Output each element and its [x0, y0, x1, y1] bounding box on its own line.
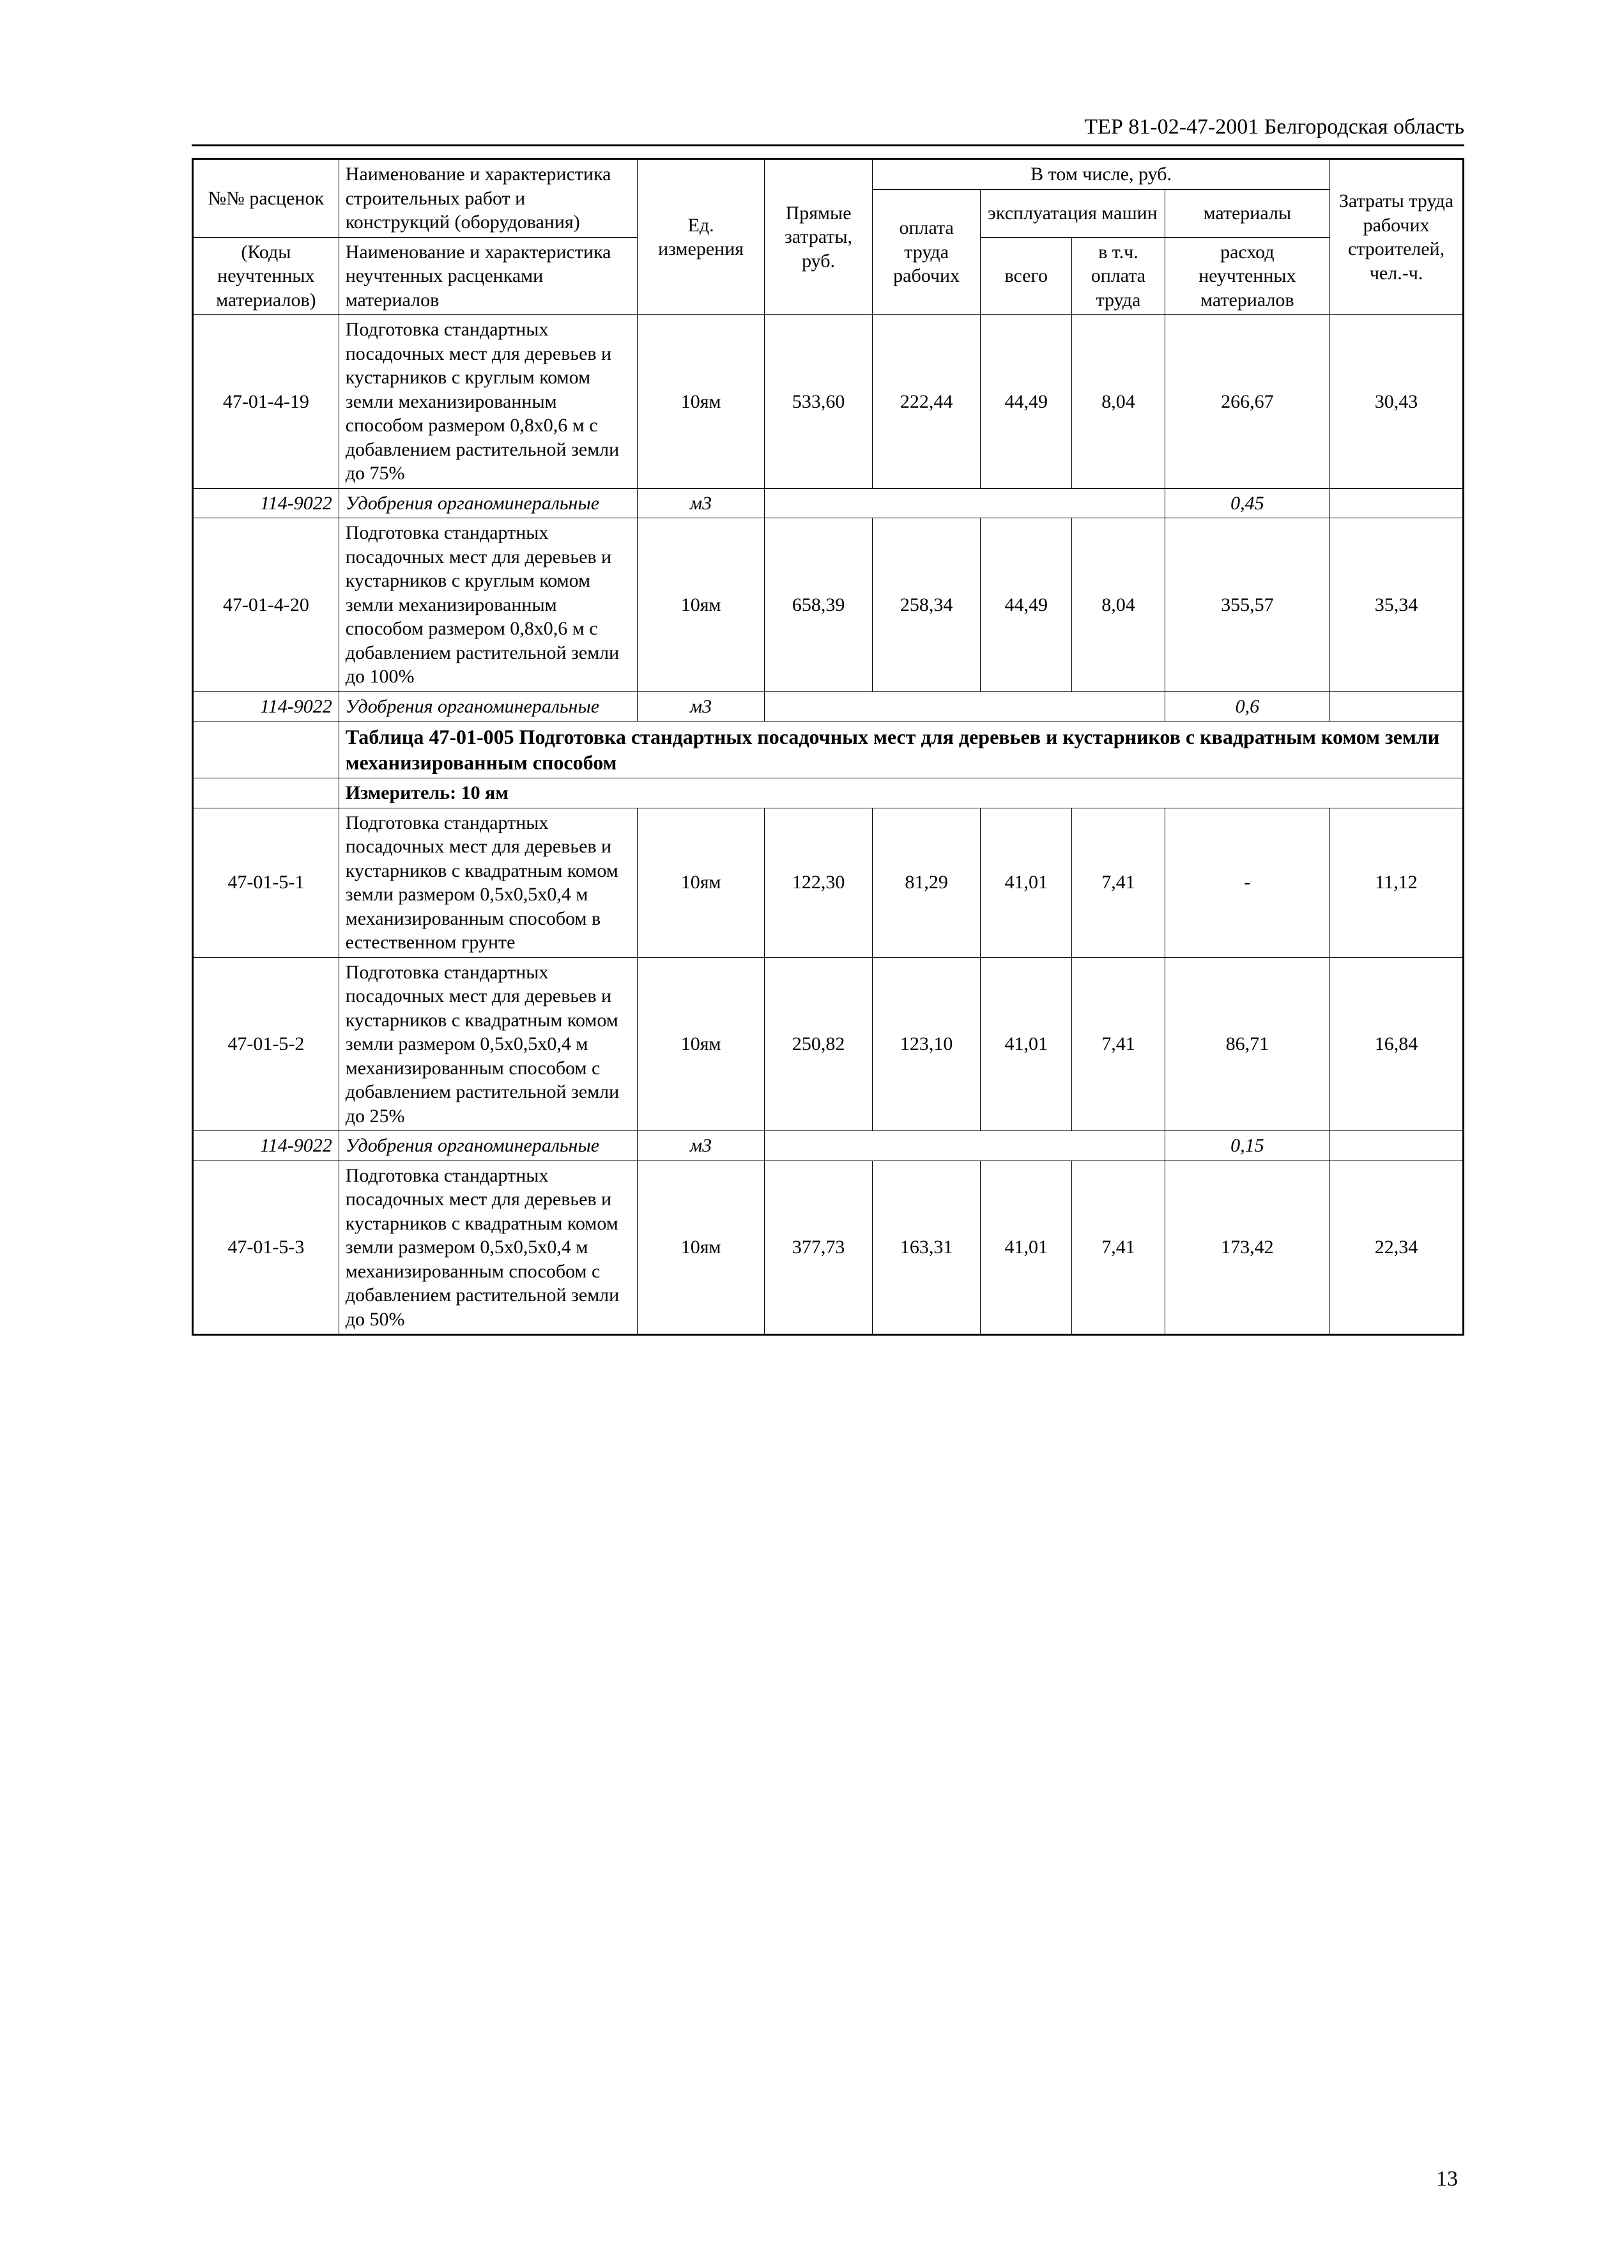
- row-lab: 16,84: [1330, 957, 1464, 1131]
- measure-row: Измеритель: 10 ям: [193, 778, 1464, 808]
- row-direct: 658,39: [765, 518, 873, 692]
- rates-table: №№ расценок Наименование и характеристик…: [192, 158, 1464, 1336]
- row-oplata: 163,31: [873, 1161, 981, 1335]
- row-mat: 355,57: [1165, 518, 1330, 692]
- row-mat: 86,71: [1165, 957, 1330, 1131]
- row-lab: 35,34: [1330, 518, 1464, 692]
- row-code: 47-01-4-20: [193, 518, 339, 692]
- row-name: Удобрения органоминеральные: [339, 1131, 637, 1161]
- row-name: Подготовка стандартных посадочных мест д…: [339, 315, 637, 489]
- row-mat: -: [1165, 808, 1330, 957]
- row-unit: м3: [638, 488, 765, 518]
- row-code: 114-9022: [193, 691, 339, 721]
- row-code: 47-01-5-3: [193, 1161, 339, 1335]
- row-lab: [1330, 1131, 1464, 1161]
- table-row: 114-9022Удобрения органоминеральныем3 0,4…: [193, 488, 1464, 518]
- row-code: 114-9022: [193, 488, 339, 518]
- table-row: 47-01-5-3Подготовка стандартных посадочн…: [193, 1161, 1464, 1335]
- row-vsego: 44,49: [981, 518, 1072, 692]
- row-merged: [765, 1131, 1165, 1161]
- row-name: Удобрения органоминеральные: [339, 691, 637, 721]
- row-unit: м3: [638, 691, 765, 721]
- col-including: В том числе, руб.: [873, 159, 1330, 190]
- col-vtch: в т.ч. оплата труда: [1072, 237, 1165, 315]
- row-vtch: 8,04: [1072, 518, 1165, 692]
- row-code: 47-01-5-1: [193, 808, 339, 957]
- table-row: 47-01-5-1Подготовка стандартных посадочн…: [193, 808, 1464, 957]
- row-code: 47-01-4-19: [193, 315, 339, 489]
- col-materials-sub: расход неучтенных материалов: [1165, 237, 1330, 315]
- row-oplata: 81,29: [873, 808, 981, 957]
- section-title: Таблица 47-01-005 Подготовка стандартных…: [339, 721, 1463, 778]
- row-unit: 10ям: [638, 315, 765, 489]
- col-vsego: всего: [981, 237, 1072, 315]
- row-lab: [1330, 691, 1464, 721]
- col-labor: Затраты труда рабочих строителей, чел.-ч…: [1330, 159, 1464, 315]
- col-code-sub: (Коды неучтенных материалов): [193, 237, 339, 315]
- row-mat: 266,67: [1165, 315, 1330, 489]
- row-lab: 30,43: [1330, 315, 1464, 489]
- table-row: 114-9022Удобрения органоминеральныем3 0,1…: [193, 1131, 1464, 1161]
- row-mat: 0,15: [1165, 1131, 1330, 1161]
- row-direct: 250,82: [765, 957, 873, 1131]
- row-direct: 533,60: [765, 315, 873, 489]
- table-row: 47-01-5-2Подготовка стандартных посадочн…: [193, 957, 1464, 1131]
- row-name: Подготовка стандартных посадочных мест д…: [339, 957, 637, 1131]
- col-expl: эксплуатация машин: [981, 189, 1165, 237]
- row-vsego: 41,01: [981, 1161, 1072, 1335]
- col-code: №№ расценок: [193, 159, 339, 238]
- row-unit: 10ям: [638, 957, 765, 1131]
- row-vtch: 7,41: [1072, 1161, 1165, 1335]
- row-vtch: 7,41: [1072, 957, 1165, 1131]
- col-name: Наименование и характеристика строительн…: [339, 159, 637, 238]
- measure-label: Измеритель: 10 ям: [339, 778, 1463, 808]
- page-number: 13: [1436, 2167, 1458, 2191]
- col-name-sub: Наименование и характеристика неучтенных…: [339, 237, 637, 315]
- row-unit: 10ям: [638, 518, 765, 692]
- row-mat: 0,6: [1165, 691, 1330, 721]
- row-oplata: 123,10: [873, 957, 981, 1131]
- col-unit: Ед. измерения: [638, 159, 765, 315]
- row-direct: 122,30: [765, 808, 873, 957]
- row-name: Подготовка стандартных посадочных мест д…: [339, 518, 637, 692]
- row-name: Удобрения органоминеральные: [339, 488, 637, 518]
- table-row: 114-9022Удобрения органоминеральныем3 0,6: [193, 691, 1464, 721]
- row-mat: 173,42: [1165, 1161, 1330, 1335]
- section-title-row: Таблица 47-01-005 Подготовка стандартных…: [193, 721, 1464, 778]
- row-unit: 10ям: [638, 1161, 765, 1335]
- row-vtch: 7,41: [1072, 808, 1165, 957]
- row-code: 47-01-5-2: [193, 957, 339, 1131]
- row-vsego: 41,01: [981, 957, 1072, 1131]
- row-oplata: 258,34: [873, 518, 981, 692]
- row-lab: 11,12: [1330, 808, 1464, 957]
- row-mat: 0,45: [1165, 488, 1330, 518]
- col-materials: материалы: [1165, 189, 1330, 237]
- table-row: 47-01-4-20Подготовка стандартных посадоч…: [193, 518, 1464, 692]
- header-row-1: №№ расценок Наименование и характеристик…: [193, 159, 1464, 190]
- row-vsego: 44,49: [981, 315, 1072, 489]
- document-header: ТЕР 81-02-47-2001 Белгородская область: [192, 115, 1464, 146]
- row-lab: 22,34: [1330, 1161, 1464, 1335]
- col-direct: Прямые затраты, руб.: [765, 159, 873, 315]
- row-name: Подготовка стандартных посадочных мест д…: [339, 808, 637, 957]
- row-unit: м3: [638, 1131, 765, 1161]
- row-vtch: 8,04: [1072, 315, 1165, 489]
- row-merged: [765, 488, 1165, 518]
- row-oplata: 222,44: [873, 315, 981, 489]
- row-lab: [1330, 488, 1464, 518]
- row-unit: 10ям: [638, 808, 765, 957]
- row-name: Подготовка стандартных посадочных мест д…: [339, 1161, 637, 1335]
- row-direct: 377,73: [765, 1161, 873, 1335]
- row-vsego: 41,01: [981, 808, 1072, 957]
- row-merged: [765, 691, 1165, 721]
- col-oplata: оплата труда рабочих: [873, 189, 981, 315]
- table-row: 47-01-4-19Подготовка стандартных посадоч…: [193, 315, 1464, 489]
- row-code: 114-9022: [193, 1131, 339, 1161]
